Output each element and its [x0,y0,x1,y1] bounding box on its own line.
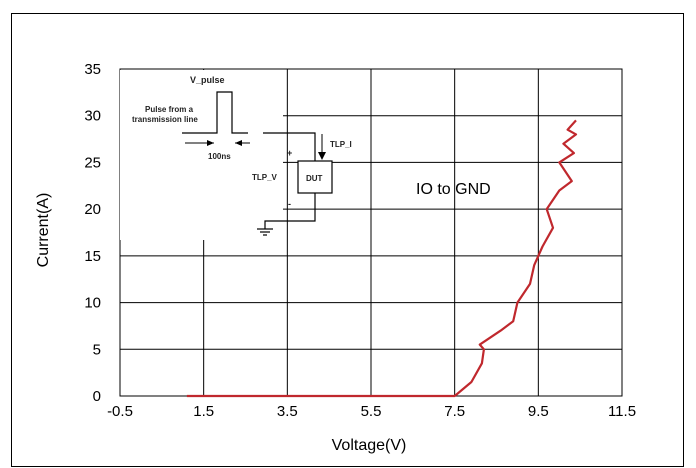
width-label: 100ns [208,152,231,161]
curve-annotation: IO to GND [416,181,491,198]
signal-wire [263,132,316,161]
x-tick-label: 7.5 [444,403,465,420]
v-pulse-label: V_pulse [190,75,225,85]
inset-background [120,70,283,240]
grid-lines [120,69,622,396]
pulse-caption-1: Pulse from a [145,105,194,114]
y-tick-labels: 0 5 10 15 20 25 30 35 [84,61,101,405]
pulse-caption-2: transmission line [132,115,198,124]
x-tick-labels: -0.5 1.5 3.5 5.5 7.5 9.5 11.5 [107,403,636,420]
y-tick-label: 10 [84,295,101,312]
plus-sign: + [287,148,292,158]
y-tick-label: 20 [84,201,101,218]
pulse-waveform [182,91,248,134]
tlp-schematic-inset: V_pulse Pulse from a transmission line 1… [120,70,352,240]
y-tick-label: 5 [93,341,101,358]
chart-frame [11,13,684,467]
width-arrowhead-right [235,140,242,146]
width-arrowhead-left [207,140,214,146]
y-tick-label: 35 [84,61,101,78]
y-tick-label: 15 [84,248,101,265]
dut-label: DUT [306,174,323,183]
voltage-label: TLP_V [252,173,278,182]
x-tick-label: 3.5 [277,403,298,420]
x-tick-label: 9.5 [528,403,549,420]
x-axis-title: Voltage(V) [332,437,407,454]
x-tick-label: 5.5 [361,403,382,420]
x-tick-label: -0.5 [107,403,133,420]
minus-sign: - [288,199,291,209]
series-line-io-to-gnd [186,119,578,398]
current-arrowhead [318,152,326,160]
ground-wire [264,193,316,229]
x-tick-label: 1.5 [193,403,214,420]
current-label: TLP_I [330,140,352,149]
y-tick-label: 0 [93,388,101,405]
y-axis-title: Current(A) [35,193,52,268]
x-tick-label: 11.5 [608,403,636,420]
y-tick-label: 30 [84,108,101,125]
y-tick-label: 25 [84,154,101,171]
